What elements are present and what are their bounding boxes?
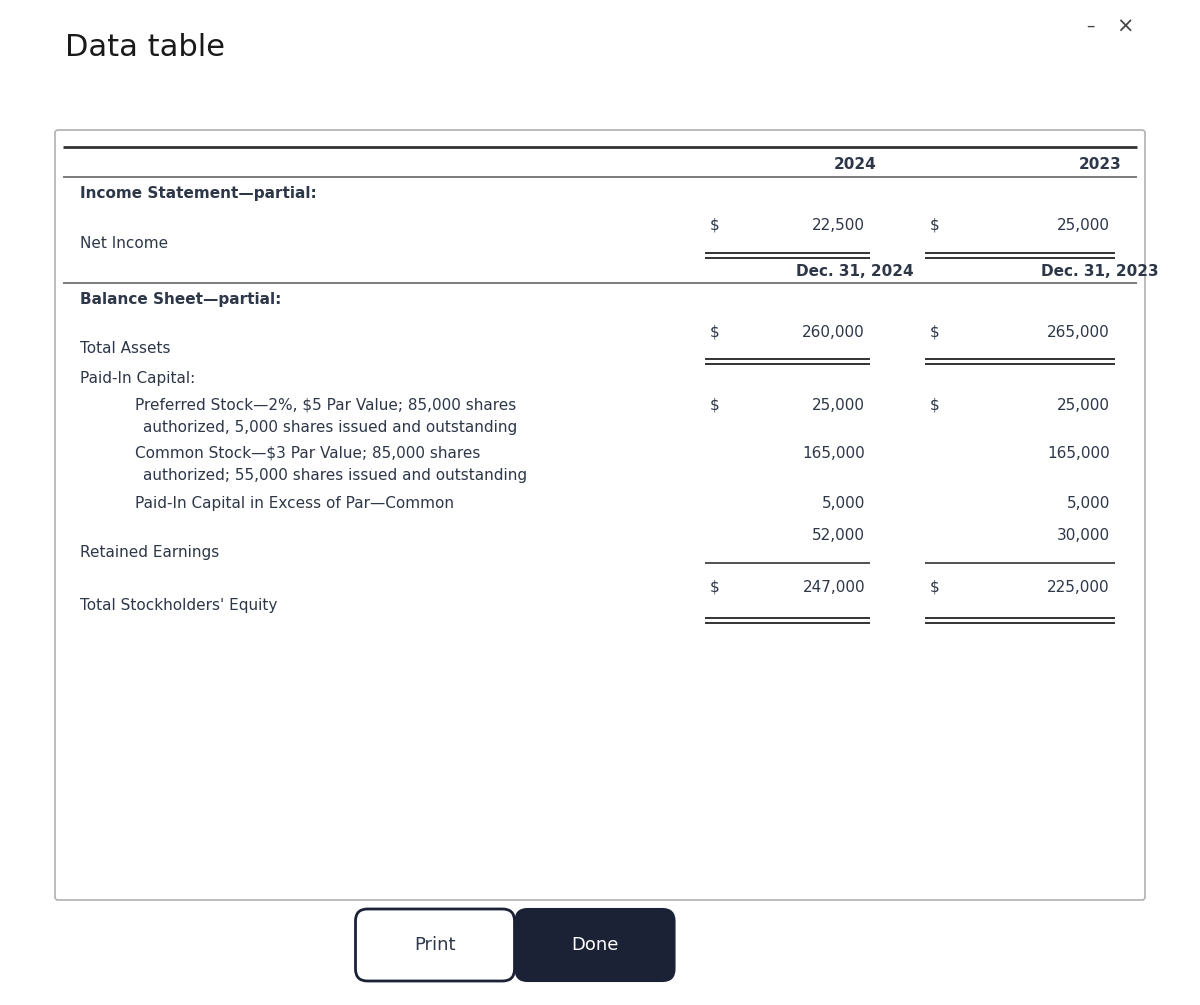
Text: authorized; 55,000 shares issued and outstanding: authorized; 55,000 shares issued and out… [143, 467, 527, 482]
Text: $: $ [930, 217, 940, 232]
Text: Total Assets: Total Assets [80, 341, 170, 356]
Text: 25,000: 25,000 [1057, 398, 1110, 412]
Text: $: $ [710, 580, 720, 595]
Text: 2024: 2024 [834, 157, 876, 172]
Text: Done: Done [571, 936, 619, 954]
Text: Net Income: Net Income [80, 235, 168, 250]
Text: Paid-In Capital in Excess of Par—Common: Paid-In Capital in Excess of Par—Common [134, 495, 454, 511]
Text: 5,000: 5,000 [822, 495, 865, 511]
Text: Total Stockholders' Equity: Total Stockholders' Equity [80, 598, 277, 612]
Text: 25,000: 25,000 [812, 398, 865, 412]
Text: $: $ [930, 398, 940, 412]
Text: 30,000: 30,000 [1057, 528, 1110, 543]
Text: 25,000: 25,000 [1057, 217, 1110, 232]
Text: $: $ [710, 325, 720, 340]
Text: Print: Print [414, 936, 456, 954]
Text: –: – [1086, 17, 1094, 35]
Text: authorized, 5,000 shares issued and outstanding: authorized, 5,000 shares issued and outs… [143, 419, 517, 434]
FancyBboxPatch shape [55, 130, 1145, 900]
Text: Retained Earnings: Retained Earnings [80, 545, 220, 560]
Text: Dec. 31, 2024: Dec. 31, 2024 [796, 263, 914, 278]
Text: 165,000: 165,000 [1048, 445, 1110, 460]
Text: $: $ [710, 217, 720, 232]
Text: 165,000: 165,000 [803, 445, 865, 460]
Text: ×: × [1116, 17, 1134, 37]
Text: Paid-In Capital:: Paid-In Capital: [80, 371, 196, 386]
Text: $: $ [710, 398, 720, 412]
Text: 2023: 2023 [1079, 157, 1121, 172]
Text: Dec. 31, 2023: Dec. 31, 2023 [1042, 263, 1159, 278]
Text: 22,500: 22,500 [812, 217, 865, 232]
Text: $: $ [930, 325, 940, 340]
FancyBboxPatch shape [516, 909, 674, 981]
Text: 5,000: 5,000 [1067, 495, 1110, 511]
Text: 52,000: 52,000 [812, 528, 865, 543]
Text: Balance Sheet—partial:: Balance Sheet—partial: [80, 291, 281, 307]
Text: Preferred Stock—2%, $5 Par Value; 85,000 shares: Preferred Stock—2%, $5 Par Value; 85,000… [134, 398, 516, 412]
Text: Data table: Data table [65, 33, 226, 62]
Text: Common Stock—$3 Par Value; 85,000 shares: Common Stock—$3 Par Value; 85,000 shares [134, 445, 480, 460]
Text: 265,000: 265,000 [1048, 325, 1110, 340]
FancyBboxPatch shape [355, 909, 515, 981]
Text: Income Statement—partial:: Income Statement—partial: [80, 186, 317, 201]
Text: 247,000: 247,000 [803, 580, 865, 595]
Text: $: $ [930, 580, 940, 595]
Text: 225,000: 225,000 [1048, 580, 1110, 595]
Text: 260,000: 260,000 [803, 325, 865, 340]
